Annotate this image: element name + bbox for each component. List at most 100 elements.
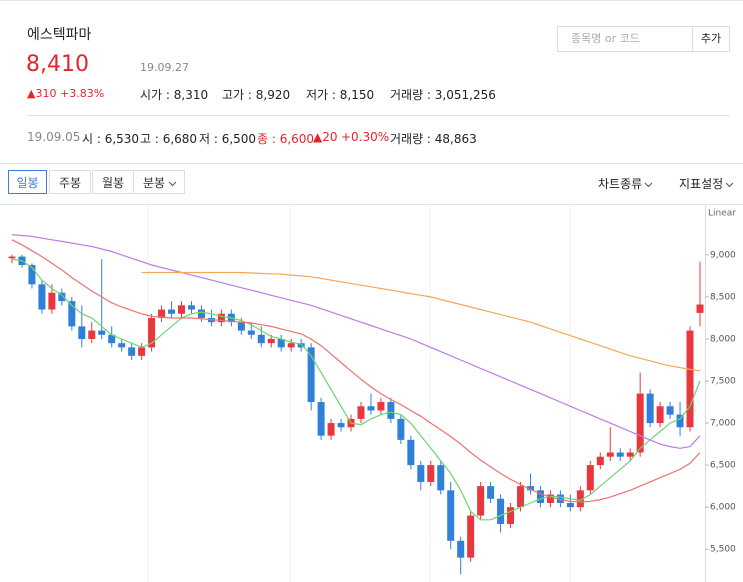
candle-body [686,330,694,428]
candle-body [656,406,664,424]
candle-body [417,465,425,482]
stat: 고가 : 8,920 [222,88,291,102]
tab[interactable]: 일봉 [8,170,47,194]
y-tick-label: 5,500 [710,545,736,555]
candle-body [78,326,86,339]
hover-high: 고 : 6,680 [140,132,198,146]
candle-body [576,490,584,508]
stock-name: 에스텍파마 [27,27,92,43]
candle-body [148,317,156,348]
tab-label: 분봉 [143,176,166,190]
candle-body [517,486,525,508]
chart: Linear 5,500 6,000 6,500 7,000 7,500 8,000 8,5… [8,205,736,582]
hover-change-pct: +0.30% [341,130,390,144]
stat: 시가 : 8,310 [140,88,209,102]
candle-body [337,423,345,428]
candle-body [457,540,465,558]
candle-body [158,309,166,318]
candle-body [636,393,644,453]
divider [27,115,730,116]
candle-body [247,330,255,335]
candle-body [467,515,475,558]
moving-average-line [11,234,701,449]
candle-body [8,256,16,259]
candle-body [556,494,564,503]
hover-change: ▲20 [313,130,338,144]
y-tick-label: 7,500 [710,377,736,387]
candle-body [676,414,684,428]
stat: 거래량 : 3,051,256 [390,88,496,102]
candle-body [407,439,415,466]
candle-body [217,313,225,323]
candle-body [267,338,275,344]
change: ▲310 [27,87,57,100]
candle-body [566,502,574,508]
candle-body [58,292,66,302]
candle-body [596,456,604,466]
moving-average-line [141,271,701,372]
candle-body [546,494,554,503]
menu[interactable]: 차트종류 [598,175,653,192]
add-button[interactable]: 추가 [692,26,730,52]
y-tick-label: 8,000 [710,334,736,344]
tab[interactable]: 분봉 [133,170,185,194]
candle-body [68,301,76,327]
candle-body [586,465,594,491]
y-tick-label: 8,500 [710,292,736,302]
candle-body [367,406,375,411]
candle-body [187,305,195,310]
candle-body [28,264,36,285]
candle-body [297,343,305,348]
hover-low: 저 : 6,500 [199,132,257,146]
y-tick-label: 6,000 [710,503,736,513]
candle-body [497,498,505,524]
candle-body [237,322,245,331]
tab[interactable]: 주봉 [49,170,91,194]
y-tick-label: 7,000 [710,419,736,429]
candle-body [277,338,285,348]
moving-average-line [11,239,701,503]
candle-body [168,309,176,314]
candle-body [257,334,265,344]
candle-body [317,402,325,436]
candle-body [197,309,205,318]
scale-label: Linear [708,209,736,219]
search-input[interactable]: 종목명 or 코드 [557,26,693,52]
candle-body [666,406,674,415]
divider [0,163,743,164]
candle-body [118,343,126,348]
y-tick-label: 9,000 [710,250,736,260]
moving-average-line [11,258,701,521]
candle-body [626,452,634,457]
candle-body [377,402,385,411]
candle-body [128,347,136,356]
candle-body [138,347,146,356]
hover-volume: 거래량 : 48,863 [390,132,477,146]
candle-body [397,418,405,440]
candle-body [108,334,116,344]
candle-body [38,284,46,310]
hover-open: 시 : 6,530 [82,132,140,146]
menu[interactable]: 지표설정 [679,175,734,192]
candle-body [526,486,534,491]
chevron [644,182,653,188]
y-tick-label: 6,500 [710,461,736,471]
candle-body [507,507,515,524]
hover-close: 종 : 6,600 [257,132,315,146]
price: 8,410 [26,52,89,77]
candle-body [287,343,295,348]
chevron [725,182,734,188]
candle-body [427,465,435,482]
date: 19.09.27 [140,61,189,74]
tab[interactable]: 월봉 [92,170,134,194]
change-pct: +3.83% [60,87,105,100]
candle-body [477,486,485,516]
candle-body [88,330,96,339]
divider [0,204,743,205]
menu-label: 차트종류 [598,177,643,191]
stat: 저가 : 8,150 [306,88,375,102]
candle-body [48,292,56,310]
candle-body [437,465,445,491]
top-border [0,0,743,1]
